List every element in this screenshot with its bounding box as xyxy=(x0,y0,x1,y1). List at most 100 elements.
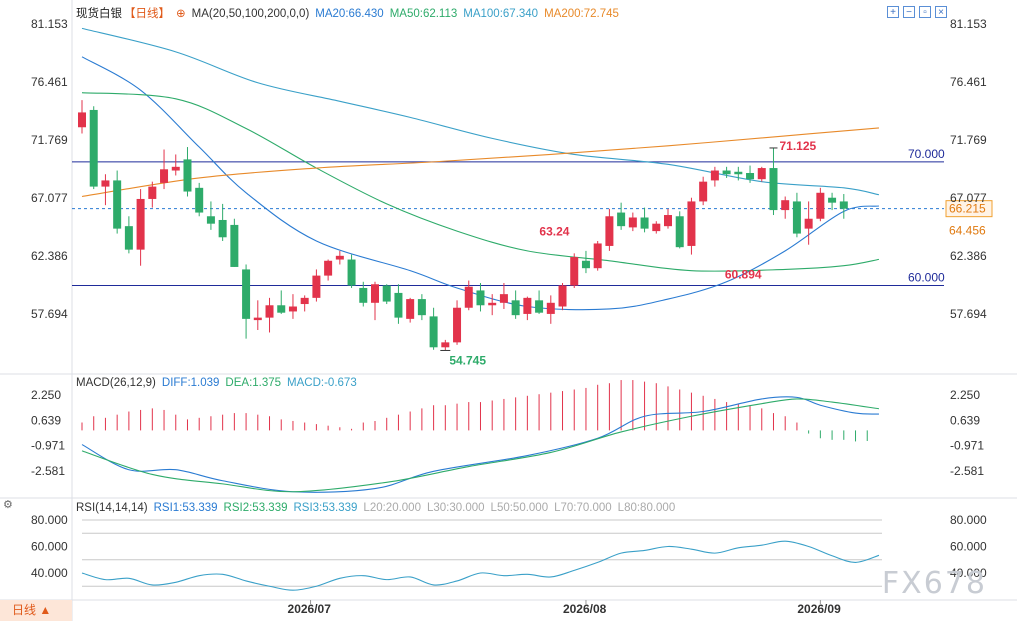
macd-y-tick-left: 0.639 xyxy=(31,413,61,427)
candle-body xyxy=(218,219,227,238)
gear-icon[interactable]: ⚙ xyxy=(3,499,13,511)
candle-body xyxy=(382,285,391,302)
ma20-value: MA20:66.430 xyxy=(315,8,384,20)
panel-toolbar: + − ▫ × xyxy=(887,6,947,18)
rsi-y-tick-right: 60.000 xyxy=(950,540,987,554)
candle xyxy=(746,165,755,183)
candle xyxy=(406,297,415,323)
ma-line-ma200 xyxy=(81,127,880,198)
macd-diff-value: DIFF:1.039 xyxy=(161,377,220,389)
x-tick-label: 2026/08 xyxy=(563,602,607,616)
candle-body xyxy=(242,269,251,319)
candle xyxy=(417,294,426,321)
candle xyxy=(499,283,508,309)
macd-y-tick-left: -0.971 xyxy=(31,439,65,453)
candle-body xyxy=(828,197,837,203)
y-tick-left: 62.386 xyxy=(31,249,68,263)
rsi2-value: RSI2:53.339 xyxy=(223,502,288,514)
candle-body xyxy=(253,317,262,321)
ma200-value: MA200:72.745 xyxy=(544,8,619,20)
candle xyxy=(652,221,661,234)
rsi-params[interactable]: RSI(14,14,14) xyxy=(76,502,148,514)
candle xyxy=(300,295,309,312)
ma-line-ma20 xyxy=(81,56,880,311)
x-tick-label: 2026/07 xyxy=(288,602,332,616)
price-annotations: 71.125 63.24 60.894 54.745 xyxy=(440,139,817,367)
candle-body xyxy=(640,217,649,229)
candle xyxy=(628,212,637,232)
candle xyxy=(347,254,356,288)
rsi-level-20: L20:20.000 xyxy=(363,502,421,514)
candle-body xyxy=(406,299,415,319)
fullscreen-icon[interactable]: + xyxy=(887,6,899,18)
period-tag[interactable]: 【日线】 xyxy=(124,8,170,20)
layout-icon[interactable]: ▫ xyxy=(919,6,931,18)
candle-body xyxy=(769,168,778,211)
candle-body xyxy=(195,187,204,213)
candle-body xyxy=(652,223,661,232)
rsi-y-tick-right: 80.000 xyxy=(950,513,987,527)
close-icon[interactable]: × xyxy=(935,6,947,18)
candle xyxy=(183,147,192,197)
candle-body xyxy=(113,180,122,229)
candle-body xyxy=(277,305,286,313)
candle-body xyxy=(499,294,508,303)
candle-body xyxy=(206,216,215,224)
candle-body xyxy=(535,300,544,313)
candle xyxy=(476,283,485,312)
candle-body xyxy=(839,201,848,209)
candle xyxy=(371,281,379,321)
candle xyxy=(335,250,344,265)
candle-body xyxy=(581,260,590,269)
candle xyxy=(171,154,180,176)
minimize-icon[interactable]: − xyxy=(903,6,915,18)
macd-value: MACD:-0.673 xyxy=(287,377,357,389)
watermark-logo: FX678 xyxy=(881,566,987,601)
candle-body xyxy=(781,200,790,211)
candle-body xyxy=(792,201,801,234)
candle xyxy=(581,250,590,274)
candle-body xyxy=(171,166,180,171)
y-axis-ticks: 81.153 81.153 76.461 76.461 71.769 71.769 67.0… xyxy=(31,17,987,321)
macd-indicator: 2.250 2.250 0.639 0.639 -0.971 -0.971 -2.581 -2… xyxy=(31,380,984,493)
candle-body xyxy=(394,292,403,318)
candle xyxy=(89,106,98,190)
candle xyxy=(781,196,790,219)
macd-y-tick-right: -0.971 xyxy=(950,439,984,453)
macd-y-tick-right: -2.581 xyxy=(950,464,984,478)
candle xyxy=(792,192,801,238)
candle-body xyxy=(699,181,708,202)
candle xyxy=(288,294,297,319)
rsi-level-70: L70:70.000 xyxy=(554,502,612,514)
annotation-label: 71.125 xyxy=(779,139,816,153)
candle xyxy=(828,192,837,211)
candle-body xyxy=(816,192,825,219)
candle-body xyxy=(124,226,133,250)
candle-body xyxy=(617,212,626,227)
settings-icon[interactable]: ⊕ xyxy=(176,8,186,20)
rsi-y-tick-left: 80.000 xyxy=(31,513,68,527)
macd-params[interactable]: MACD(26,12,9) xyxy=(76,377,156,389)
candle-body xyxy=(183,159,192,192)
candle xyxy=(593,240,602,271)
candle-body xyxy=(511,300,520,316)
candle xyxy=(687,197,696,255)
candle xyxy=(160,149,169,190)
y-tick-left: 67.077 xyxy=(31,191,68,205)
rsi-y-tick-right: 40.000 xyxy=(950,566,987,580)
rsi-line-rsi1 xyxy=(81,540,880,591)
candle-body xyxy=(722,170,731,175)
candle-body xyxy=(230,224,239,267)
ma-params[interactable]: MA(20,50,100,200,0,0) xyxy=(191,8,310,20)
candle xyxy=(523,296,532,321)
y-tick-left: 57.694 xyxy=(31,307,68,321)
rsi1-value: RSI1:53.339 xyxy=(153,502,218,514)
candle xyxy=(101,174,110,206)
candle-body xyxy=(675,216,684,248)
rsi-y-tick-left: 40.000 xyxy=(31,566,68,580)
annotation-label: 63.24 xyxy=(539,224,569,238)
candle xyxy=(722,166,731,178)
candle-body xyxy=(148,186,157,199)
y-tick-right: 71.769 xyxy=(950,133,987,147)
period-selector-button[interactable]: 日线 ▲ xyxy=(0,600,72,621)
